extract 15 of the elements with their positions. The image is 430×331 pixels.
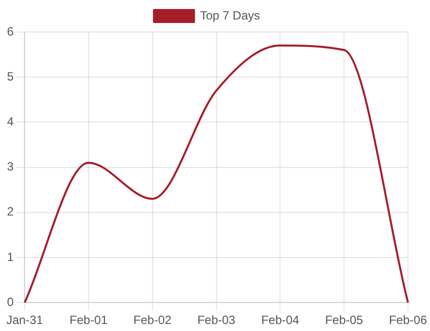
y-tick-label: 2 — [6, 204, 14, 219]
x-tick-label: Feb-02 — [133, 313, 172, 328]
x-tick-label: Feb-06 — [388, 313, 428, 328]
legend-label: Top 7 Days — [200, 8, 260, 22]
x-tick-label: Feb-01 — [70, 313, 108, 328]
y-tick-label: 3 — [6, 160, 14, 174]
x-tick-label: Jan-31 — [6, 313, 44, 328]
y-tick-label: 5 — [6, 69, 14, 84]
y-tick-label: 6 — [6, 24, 14, 38]
x-tick-label: Feb-03 — [197, 313, 236, 328]
x-tick-label: Feb-04 — [261, 313, 300, 328]
y-tick-label: 0 — [6, 294, 14, 309]
y-tick-label: 4 — [6, 114, 14, 129]
y-tick-label: 1 — [6, 250, 14, 264]
x-tick-label: Feb-05 — [325, 313, 364, 328]
